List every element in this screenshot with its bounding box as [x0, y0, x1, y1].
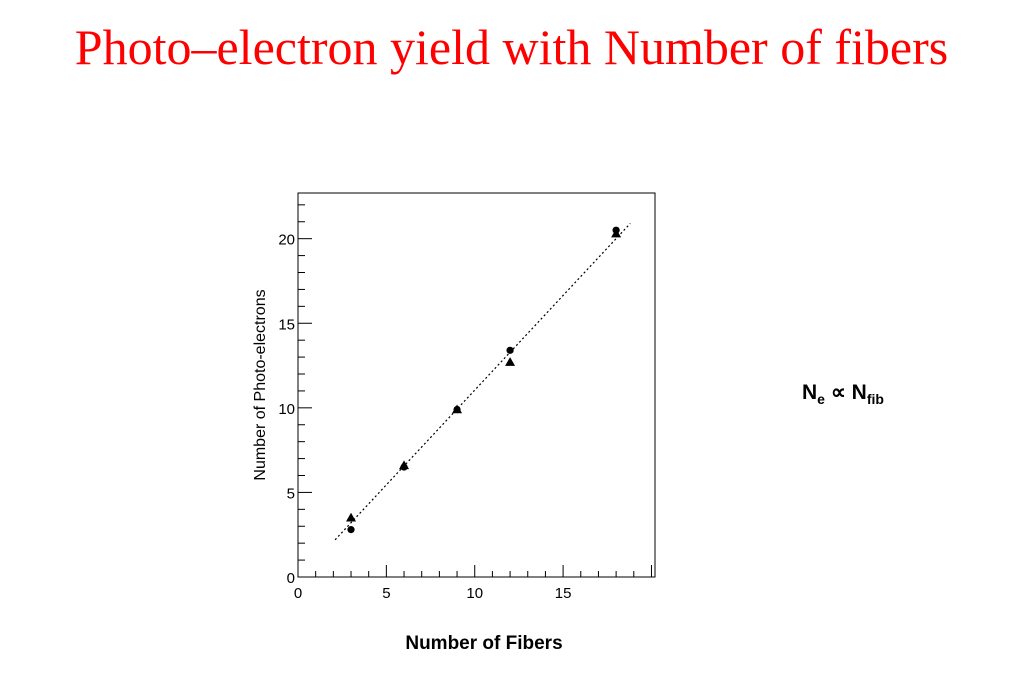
triangle-point: [611, 228, 622, 238]
y-tick-label: 10: [278, 401, 295, 418]
y-tick-label: 15: [278, 316, 295, 333]
triangle-point: [452, 404, 463, 414]
y-tick-label: 5: [287, 485, 295, 502]
data-points: [346, 226, 622, 534]
circle-point: [347, 526, 355, 534]
proportionality-formula: Ne ∝ Nfib: [802, 380, 884, 407]
y-axis-label: Number of Photo-electrons: [252, 289, 269, 480]
axis-ticks: [297, 204, 652, 578]
triangle-point: [346, 512, 357, 522]
x-axis-label: Number of Fibers: [405, 633, 562, 654]
x-tick-label: 5: [382, 585, 390, 602]
x-tick-label: 15: [555, 585, 572, 602]
fit-line-group: [334, 223, 631, 541]
fit-line: [334, 223, 631, 541]
axis-tick-labels: 0 5 10 15 0 5 10 15 20: [278, 232, 571, 602]
x-tick-label: 0: [294, 585, 302, 602]
circle-point: [506, 346, 514, 354]
y-tick-label: 0: [287, 570, 295, 587]
page-title: Photo–electron yield with Number of fibe…: [74, 19, 949, 75]
x-tick-label: 10: [466, 585, 483, 602]
formula-nfib: Nfib: [851, 381, 884, 407]
triangle-point: [505, 357, 516, 366]
proportional-symbol: ∝: [830, 381, 846, 404]
y-tick-label: 20: [278, 232, 295, 249]
formula-ne: Ne: [802, 381, 825, 407]
plot-frame: [297, 192, 656, 578]
triangle-point: [399, 460, 410, 470]
